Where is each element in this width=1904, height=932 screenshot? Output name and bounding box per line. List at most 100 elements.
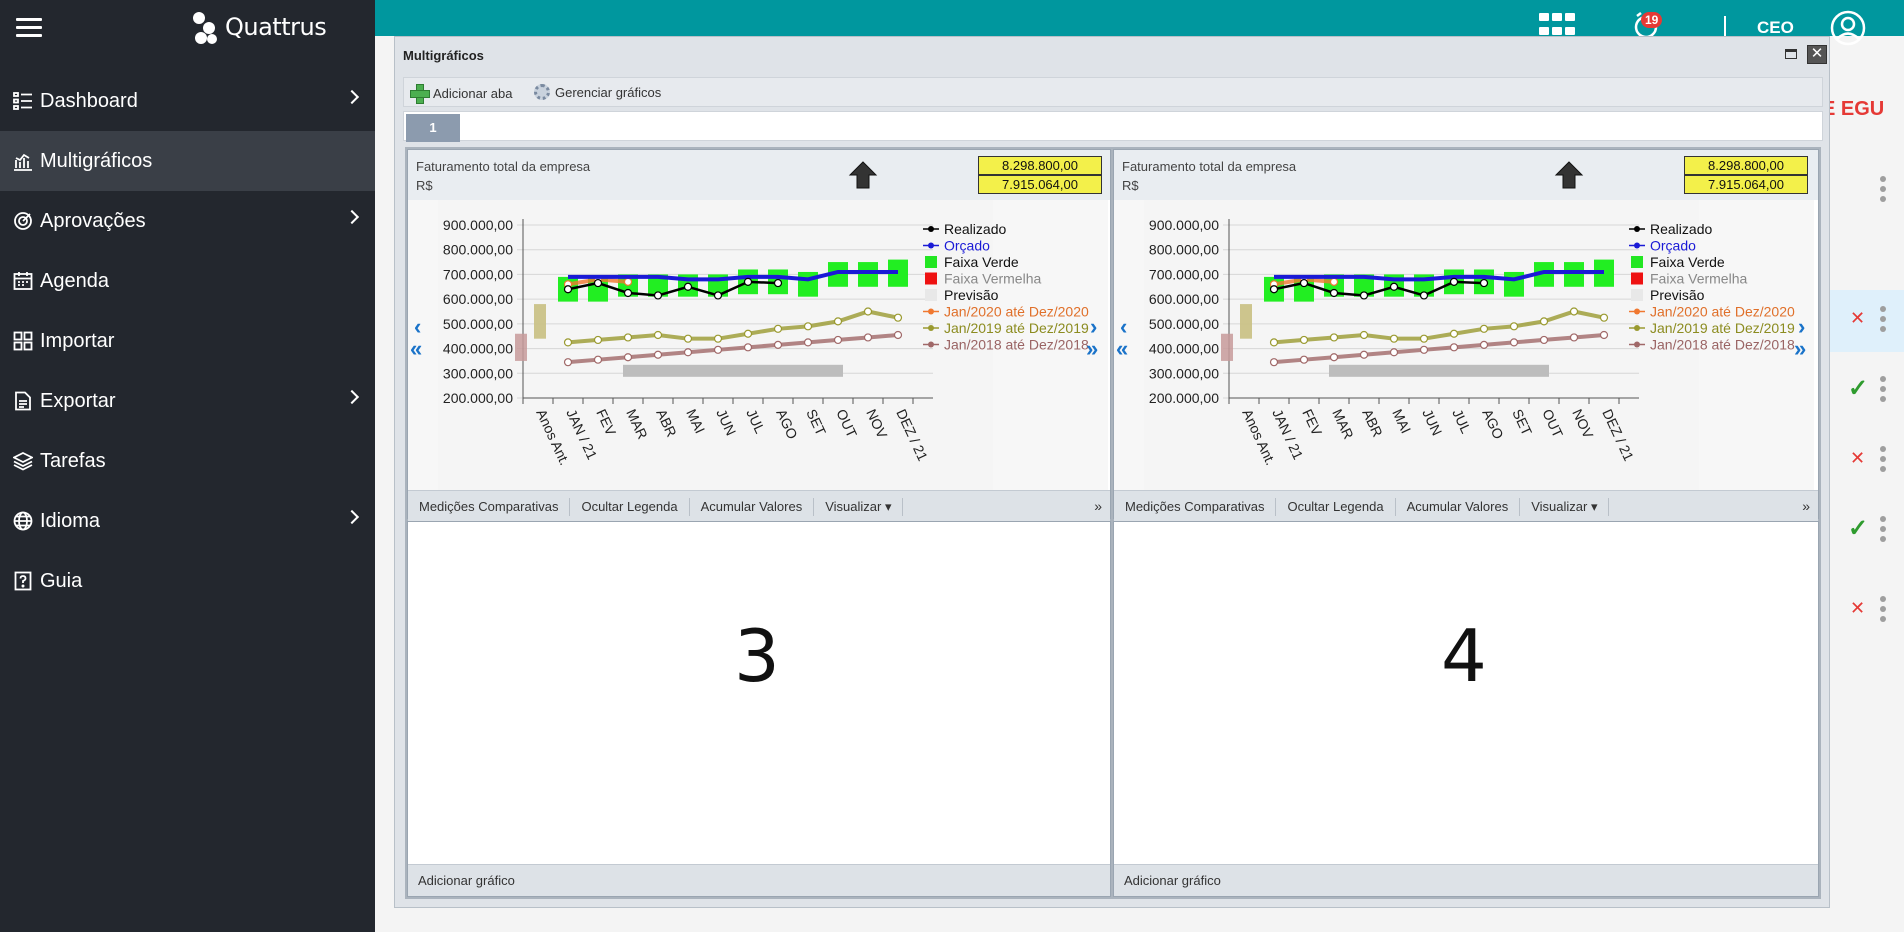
user-role[interactable]: CEO bbox=[1757, 18, 1794, 37]
kebab-menu-icon[interactable] bbox=[1880, 176, 1886, 206]
previsao-anos-ant bbox=[534, 304, 546, 339]
double-chevron-left-icon[interactable]: « bbox=[410, 336, 423, 361]
series-point bbox=[833, 335, 843, 345]
tab-1[interactable]: 1 bbox=[406, 114, 460, 142]
close-icon[interactable]: ✕ bbox=[1807, 45, 1827, 64]
sidebar-item-label: Importar bbox=[40, 329, 115, 352]
chevron-right-icon bbox=[344, 509, 360, 525]
manage-charts-button[interactable]: Gerenciar gráficos bbox=[534, 84, 661, 100]
series-point bbox=[623, 277, 633, 286]
sidebar-item-idioma[interactable]: Idioma bbox=[0, 491, 375, 551]
add-tab-button[interactable]: Adicionar aba bbox=[410, 84, 513, 104]
window-titlebar[interactable]: Multigráficos ✕ bbox=[395, 37, 1829, 73]
more-options-icon[interactable]: » bbox=[1094, 498, 1102, 514]
y-tick-label: 200.000,00 bbox=[1149, 390, 1219, 406]
sidebar-item-multigraficos[interactable]: Multigráficos bbox=[0, 131, 375, 191]
series-point bbox=[1389, 334, 1399, 343]
layers-icon bbox=[12, 450, 34, 472]
series-point bbox=[683, 348, 693, 357]
sidebar-item-aprovacoes[interactable]: Aprovações bbox=[0, 191, 375, 251]
series-point bbox=[1599, 313, 1609, 322]
series-point bbox=[713, 291, 723, 300]
hamburger-icon[interactable] bbox=[16, 18, 42, 38]
check-icon: ✓ bbox=[1848, 515, 1869, 542]
sidebar-header: Quattrus bbox=[0, 0, 375, 57]
series-point bbox=[803, 322, 813, 331]
legend-dot bbox=[928, 325, 934, 331]
background-row bbox=[1830, 160, 1904, 222]
legend-swatch bbox=[925, 289, 937, 301]
series-point bbox=[743, 329, 753, 338]
legend-dot bbox=[1634, 226, 1640, 232]
brand-logo[interactable]: Quattrus bbox=[193, 10, 327, 44]
legend-label: Jan/2018 até Dez/2018 bbox=[944, 337, 1089, 353]
double-chevron-left-icon[interactable]: « bbox=[1116, 336, 1129, 361]
footer-button-1[interactable]: Ocultar Legenda bbox=[570, 497, 690, 516]
sidebar-item-tarefas[interactable]: Tarefas bbox=[0, 431, 375, 491]
series-point bbox=[1359, 330, 1369, 340]
series-point bbox=[1329, 353, 1339, 362]
sidebar-item-importar[interactable]: Importar bbox=[0, 311, 375, 371]
chart-footer-toolbar: Medições Comparativas Ocultar Legenda Acum… bbox=[1114, 490, 1818, 522]
y-tick-label: 500.000,00 bbox=[1149, 316, 1219, 332]
series-point bbox=[863, 333, 873, 342]
add-chart-button[interactable]: Adicionar gráfico bbox=[408, 864, 1110, 896]
series-point bbox=[593, 355, 603, 364]
series-point bbox=[563, 285, 573, 294]
y-tick-label: 800.000,00 bbox=[443, 242, 513, 258]
maximize-icon[interactable] bbox=[1785, 49, 1797, 59]
chevron-left-icon[interactable]: ‹ bbox=[414, 314, 422, 339]
kebab-menu-icon[interactable] bbox=[1880, 376, 1886, 406]
chart-panel: Faturamento total da empresa R$ 8.298.800,… bbox=[1113, 149, 1819, 522]
footer-button-0[interactable]: Medições Comparativas bbox=[1114, 497, 1277, 516]
more-options-icon[interactable]: » bbox=[1802, 498, 1810, 514]
sidebar-item-dashboard[interactable]: Dashboard bbox=[0, 71, 375, 131]
sidebar-item-label: Guia bbox=[40, 569, 83, 592]
series-point bbox=[1299, 278, 1309, 288]
legend-label: Jan/2019 até Dez/2019 bbox=[944, 320, 1089, 336]
chevron-right-icon[interactable]: › bbox=[1798, 314, 1806, 339]
chevron-left-icon[interactable]: ‹ bbox=[1120, 314, 1128, 339]
series-point bbox=[893, 313, 903, 322]
legend-label: Realizado bbox=[944, 221, 1006, 237]
legend-swatch bbox=[1631, 256, 1643, 268]
double-chevron-right-icon[interactable]: » bbox=[1794, 336, 1807, 361]
chart-footer-toolbar: Medições Comparativas Ocultar Legenda Acum… bbox=[408, 490, 1110, 522]
apps-grid-icon[interactable] bbox=[1539, 13, 1575, 37]
series-point bbox=[1479, 324, 1489, 333]
series-point bbox=[683, 334, 693, 343]
series-point bbox=[1299, 335, 1309, 345]
plus-icon bbox=[410, 84, 430, 104]
user-avatar-icon[interactable] bbox=[1830, 10, 1866, 46]
series-point bbox=[1419, 345, 1429, 354]
kebab-menu-icon[interactable] bbox=[1880, 446, 1886, 476]
footer-button-2[interactable]: Acumular Valores bbox=[1396, 497, 1521, 516]
footer-button-0[interactable]: Medições Comparativas bbox=[408, 497, 571, 516]
sidebar-item-agenda[interactable]: Agenda bbox=[0, 251, 375, 311]
manage-charts-label: Gerenciar gráficos bbox=[555, 84, 662, 100]
placeholder-number: 3 bbox=[734, 614, 780, 698]
add-chart-button[interactable]: Adicionar gráfico bbox=[1114, 864, 1818, 896]
footer-button-3[interactable]: Visualizar ▾ bbox=[814, 497, 904, 516]
series-point bbox=[1359, 350, 1369, 359]
legend-label: Previsão bbox=[1650, 287, 1705, 303]
series-point bbox=[1419, 334, 1429, 343]
sidebar-item-exportar[interactable]: Exportar bbox=[0, 371, 375, 431]
sidebar-item-guia[interactable]: Guia bbox=[0, 551, 375, 611]
background-row: ✕ bbox=[1830, 290, 1904, 352]
kebab-menu-icon[interactable] bbox=[1880, 306, 1886, 336]
empty-chart-panel: 4 Adicionar gráfico bbox=[1113, 521, 1819, 897]
footer-button-1[interactable]: Ocultar Legenda bbox=[1276, 497, 1396, 516]
series-point bbox=[563, 338, 573, 347]
footer-button-2[interactable]: Acumular Valores bbox=[690, 497, 815, 516]
footer-button-3[interactable]: Visualizar ▾ bbox=[1520, 497, 1610, 516]
kebab-menu-icon[interactable] bbox=[1880, 516, 1886, 546]
series-point bbox=[1449, 277, 1459, 286]
double-chevron-right-icon[interactable]: » bbox=[1086, 336, 1099, 361]
series-point bbox=[593, 278, 603, 288]
chevron-right-icon[interactable]: › bbox=[1090, 314, 1098, 339]
logo-icon bbox=[193, 10, 219, 44]
chart-title: Faturamento total da empresa bbox=[1122, 159, 1297, 174]
series-line-or-ado bbox=[568, 269, 898, 282]
kebab-menu-icon[interactable] bbox=[1880, 596, 1886, 626]
